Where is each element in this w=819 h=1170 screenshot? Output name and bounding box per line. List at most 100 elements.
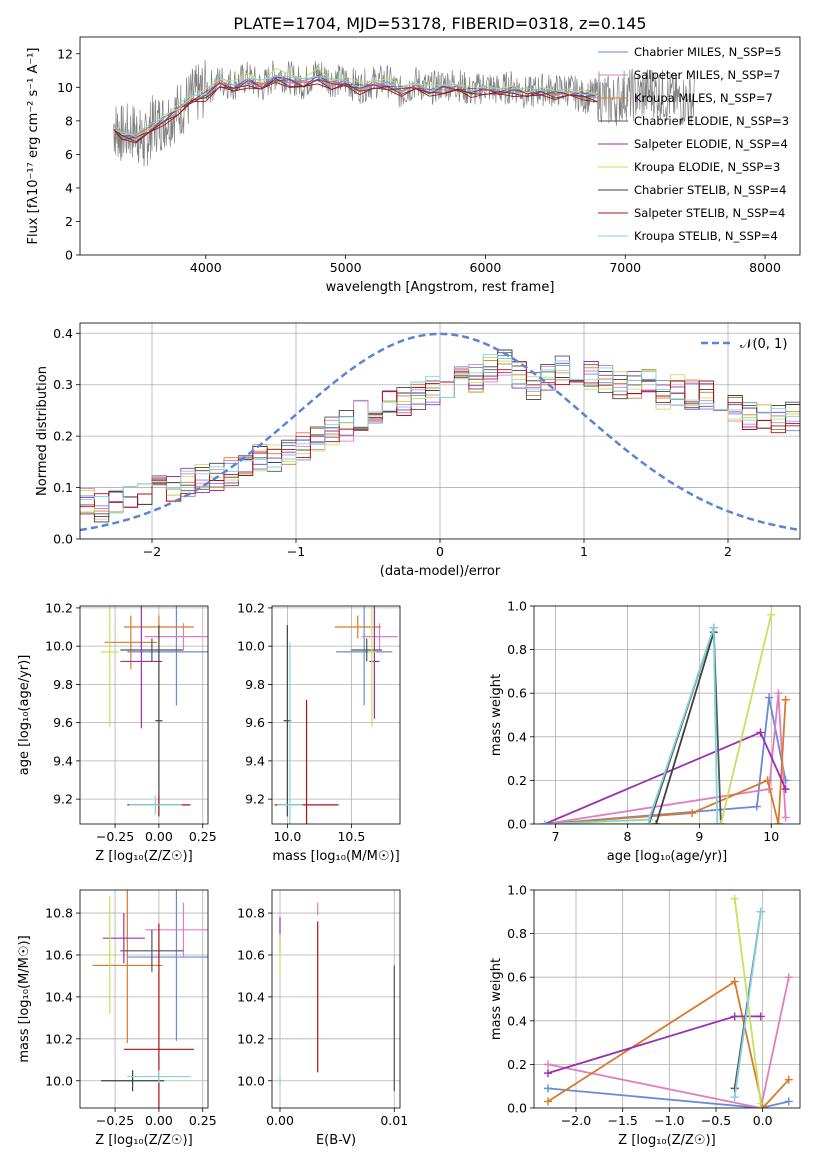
y-tick-label: 0.2 — [507, 1057, 527, 1072]
y-tick-label: 10.4 — [237, 989, 265, 1004]
x-tick-label: 0.00 — [145, 1113, 173, 1128]
y-tick-label: 9.2 — [53, 792, 73, 807]
y-tick-label: 0.0 — [507, 1101, 527, 1116]
weight-line — [544, 731, 787, 824]
histogram-steps — [80, 363, 800, 509]
axes-weight_vs_Z: −2.0 −1.5 −1.0 −0.5 0.0 0.0 0.2 0.4 0.6 0.8 1.0 Z [… — [489, 883, 801, 1148]
y-tick-label: 0.0 — [53, 532, 73, 547]
x-tick-label: 6000 — [470, 260, 502, 275]
axes-age_vs_mass: 10.0 10.5 9.2 9.4 9.6 9.8 10.0 10.2 mass [log₁₀(… — [237, 600, 401, 864]
plus-marker — [730, 894, 739, 903]
x-tick-label: 1 — [580, 544, 588, 559]
histogram-steps — [80, 361, 800, 517]
y-tick-label: 9.6 — [245, 715, 265, 730]
plus-marker — [544, 1097, 552, 1106]
plus-marker — [709, 623, 718, 632]
legend-entry: Chabrier MILES, N_SSP=5 — [634, 45, 781, 59]
plot-area-weight_vs_age — [534, 606, 800, 824]
y-tick-label: 1.0 — [507, 883, 527, 898]
x-axis-label: age [log₁₀(age/yr)] — [607, 849, 728, 864]
y-tick-label: 9.8 — [53, 677, 73, 692]
axes-mass_vs_EBV: 0.00 0.01 10.0 10.2 10.4 10.6 10.8 E(B-V) — [237, 889, 408, 1148]
y-tick-label: 0.1 — [53, 480, 73, 495]
x-tick-label: −1.5 — [607, 1113, 637, 1128]
y-tick-label: 6 — [65, 147, 73, 162]
y-tick-label: 4 — [65, 180, 73, 195]
x-tick-label: 10.5 — [337, 829, 365, 844]
axes-frame — [79, 322, 801, 540]
x-tick-label: −2.0 — [561, 1113, 591, 1128]
axes-frame — [271, 605, 401, 825]
x-tick-label: 0 — [436, 544, 444, 559]
model-line — [113, 75, 598, 135]
y-tick-label: 0 — [65, 248, 73, 263]
plus-marker — [730, 1012, 739, 1021]
legend-entry: Kroupa ELODIE, N_SSP=3 — [634, 160, 780, 174]
y-tick-label: 0.4 — [507, 1013, 527, 1028]
y-tick-label: 0.8 — [507, 926, 527, 941]
y-tick-label: 10.0 — [237, 639, 265, 654]
plus-marker — [781, 813, 790, 822]
plus-marker — [713, 820, 722, 824]
plot-area-mass_vs_Z — [80, 890, 208, 1108]
plot-area-age_vs_mass — [272, 606, 400, 824]
legend-entry: Kroupa MILES, N_SSP=7 — [634, 91, 773, 105]
x-tick-label: 0.25 — [189, 1113, 217, 1128]
legend-entry: Chabrier STELIB, N_SSP=4 — [634, 183, 786, 197]
legend: 𝒩(0, 1) — [701, 337, 787, 352]
histogram-steps — [80, 354, 800, 514]
x-tick-label: 4000 — [190, 260, 222, 275]
plus-marker — [730, 977, 739, 986]
x-axis-label: Z [log₁₀(Z/Z☉)] — [95, 1133, 192, 1148]
x-tick-label: 0.0 — [753, 1113, 773, 1128]
legend-entry: 𝒩(0, 1) — [740, 337, 787, 352]
histogram-steps — [80, 354, 800, 507]
observed-spectrum — [113, 59, 695, 167]
plus-marker — [544, 1084, 552, 1093]
weight-line — [544, 692, 787, 824]
y-tick-label: 0.6 — [507, 686, 527, 701]
y-axis-label: mass weight — [489, 674, 504, 756]
x-tick-label: 7000 — [609, 260, 641, 275]
legend-entry: Kroupa STELIB, N_SSP=4 — [634, 229, 778, 243]
y-tick-label: 10.6 — [237, 947, 265, 962]
y-tick-label: 0.6 — [507, 970, 527, 985]
legend-entry: Salpeter MILES, N_SSP=7 — [634, 68, 780, 82]
plus-marker — [758, 1104, 767, 1108]
model-line — [113, 67, 598, 137]
x-tick-label: 10 — [763, 829, 779, 844]
y-tick-label: 10.2 — [237, 1031, 265, 1046]
x-tick-label: −2 — [143, 544, 161, 559]
y-axis-label: mass weight — [489, 958, 504, 1040]
plus-marker — [784, 1097, 793, 1106]
histogram-steps — [80, 352, 800, 515]
plus-marker — [730, 1093, 739, 1102]
axes-frame — [271, 889, 401, 1109]
axes-frame — [79, 605, 209, 825]
normal-curve — [80, 332, 800, 532]
y-axis-label: age [log₁₀(age/yr)] — [17, 655, 32, 776]
legend-entry: Chabrier ELODIE, N_SSP=3 — [634, 114, 789, 128]
x-axis-label: (data-model)/error — [380, 564, 501, 579]
axes-age_vs_Z: −0.25 0.00 0.25 9.2 9.4 9.6 9.8 10.0 10.2 Z [log₁… — [17, 600, 217, 864]
weight-line — [544, 626, 719, 824]
x-tick-label: 0.01 — [380, 1113, 408, 1128]
model-line — [113, 78, 598, 143]
figure-title: PLATE=1704, MJD=53178, FIBERID=0318, z=0… — [233, 14, 646, 33]
x-tick-label: −1.0 — [654, 1113, 684, 1128]
x-axis-label: E(B-V) — [316, 1133, 356, 1148]
histogram-steps — [80, 357, 800, 520]
x-tick-label: 7 — [552, 829, 560, 844]
plus-marker — [781, 695, 790, 704]
x-tick-label: 0.00 — [266, 1113, 294, 1128]
y-tick-label: 9.4 — [245, 753, 265, 768]
plus-marker — [774, 689, 783, 698]
x-axis-label: Z [log₁₀(Z/Z☉)] — [95, 849, 192, 864]
weight-line — [547, 1087, 790, 1108]
plus-marker — [781, 785, 790, 794]
x-tick-label: −1 — [287, 544, 305, 559]
y-tick-label: 0.8 — [507, 642, 527, 657]
plot-area-mass_vs_EBV — [272, 890, 400, 1108]
plus-marker — [765, 693, 774, 702]
